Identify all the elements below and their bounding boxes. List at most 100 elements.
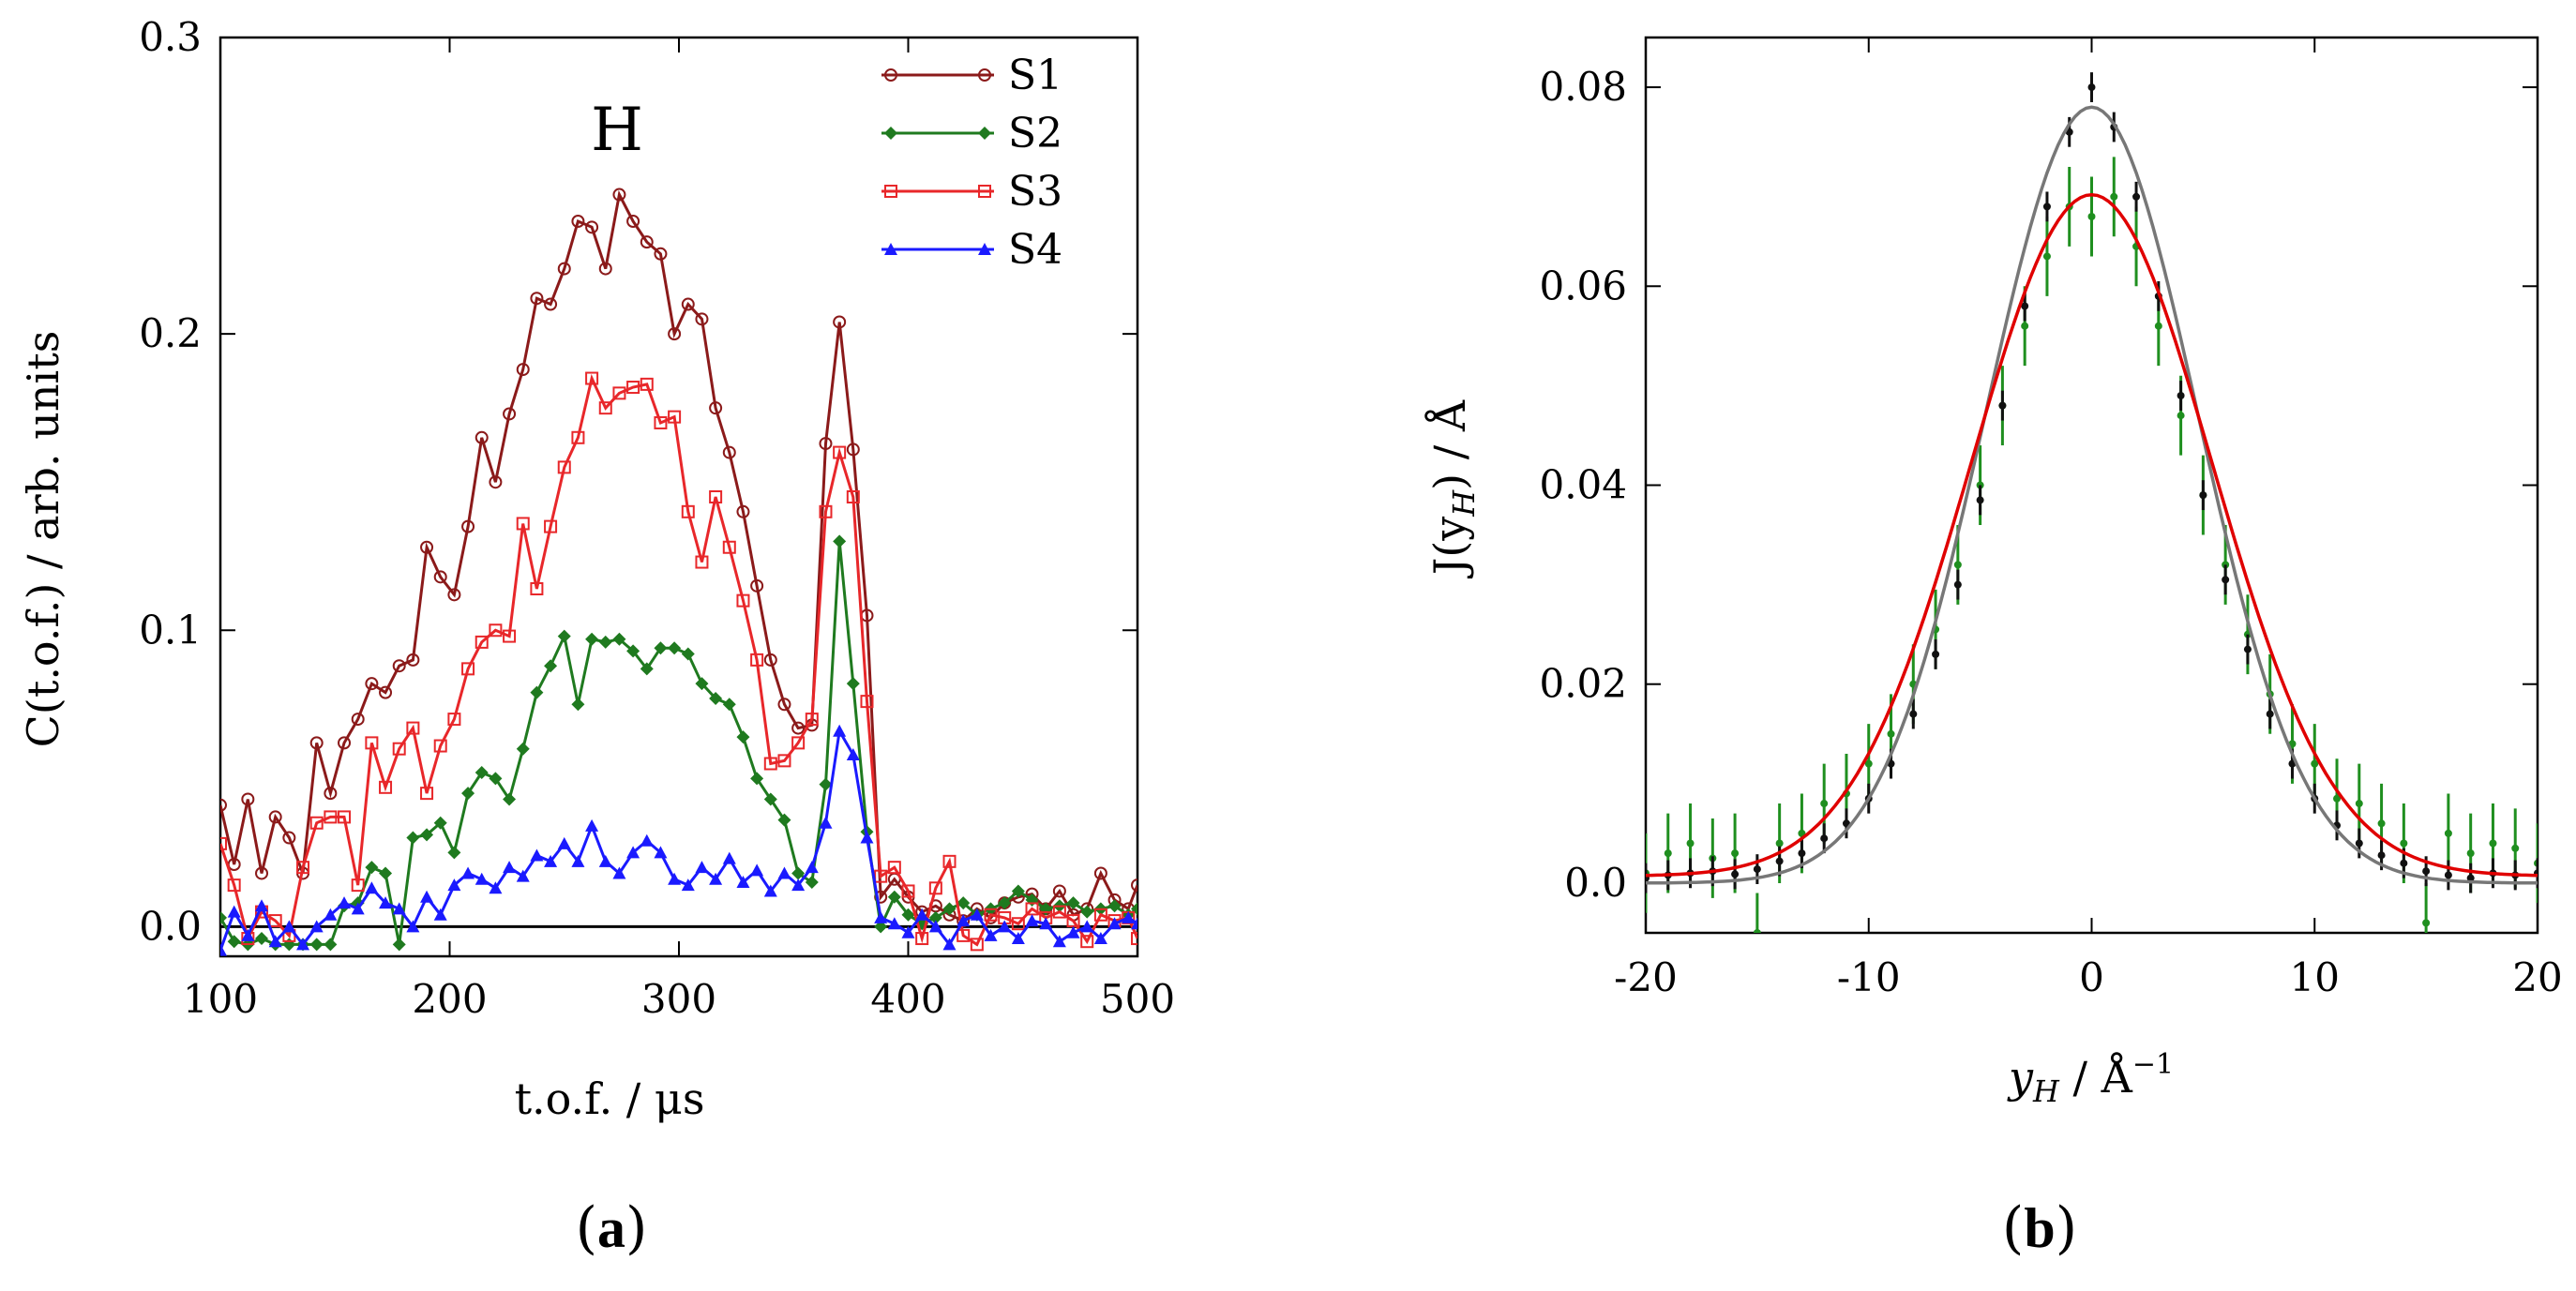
series-s2-point	[819, 777, 833, 791]
series-s4-point	[681, 878, 695, 892]
fit-black-curve	[1646, 105, 2538, 885]
series-s2-point	[612, 632, 626, 646]
series-s1-point	[709, 401, 723, 415]
series-s3-point	[860, 695, 874, 709]
data-black-point	[2422, 867, 2431, 876]
series-s1-point	[598, 262, 612, 276]
data-black-point	[1731, 870, 1740, 878]
data-black-point	[1775, 857, 1784, 865]
series-s3-point	[957, 928, 971, 942]
series-s2-point	[901, 908, 915, 922]
series-s3-point	[695, 555, 709, 569]
data-black-point	[1909, 710, 1918, 718]
series-s1-point	[833, 315, 847, 329]
series-s4-point	[654, 846, 668, 859]
series-s1-point	[516, 363, 530, 377]
series-s3-point	[819, 504, 833, 518]
series-s4-point	[598, 854, 612, 867]
series-s1-point	[1131, 878, 1137, 893]
series-s3-point	[1011, 917, 1025, 931]
series-s4-point	[489, 881, 503, 894]
series-s3-point	[220, 836, 227, 850]
data-green-point	[2511, 844, 2520, 852]
chart-b-xtick-label: -20	[1614, 954, 1678, 1000]
data-green-point	[1731, 849, 1740, 858]
legend-s4-marker	[884, 243, 897, 255]
chart-a-legend: S1 S2 S3 S4	[881, 52, 1062, 274]
data-black-point	[2177, 392, 2185, 399]
series-s3-point	[640, 377, 654, 391]
series-s2-point	[763, 792, 777, 806]
series-s3-point	[1093, 908, 1107, 922]
series-s3-point	[530, 582, 544, 595]
series-s4-point	[255, 899, 269, 912]
data-black-point	[2132, 192, 2141, 201]
series-s3-point	[901, 884, 915, 898]
data-green-point	[1864, 759, 1873, 768]
series-s2-point	[324, 938, 338, 952]
series-s3-point	[626, 381, 640, 395]
data-green-point	[2154, 322, 2162, 330]
series-s3-point	[887, 861, 901, 875]
chart-b-ytick-label: 0.08	[1539, 64, 1627, 110]
data-green-point	[2377, 819, 2386, 828]
series-s3-point	[447, 713, 461, 727]
series-s2-point	[406, 831, 420, 845]
series-s2-point	[998, 896, 1012, 910]
series-s2-point	[722, 698, 736, 712]
series-s2-point	[461, 787, 475, 801]
series-s2-point	[1107, 899, 1122, 913]
chart-a-annotation: H	[591, 96, 643, 165]
series-s3-point	[433, 739, 447, 753]
series-s4-point	[736, 875, 750, 888]
series-s1-point	[324, 787, 338, 801]
series-s2-point	[475, 766, 489, 779]
series-s4-point	[887, 917, 901, 930]
series-s3-point	[915, 932, 929, 946]
series-s4-point	[447, 878, 461, 892]
series-s3-point	[750, 653, 764, 667]
series-s4-point	[928, 920, 942, 933]
chart-b-ticks: -20 -10 0 10 20 0.0 0.02 0.04 0.06 0.08	[1539, 38, 2563, 1000]
data-green-point	[2444, 829, 2452, 837]
series-s2-point	[420, 828, 434, 842]
series-s4-point	[626, 846, 640, 859]
series-s2-point	[791, 866, 806, 880]
series-s4-point	[1131, 917, 1137, 930]
series-s3-point	[942, 854, 957, 868]
series-s3-point	[791, 736, 806, 750]
series-s1-point	[282, 831, 296, 845]
series-s1-point	[654, 247, 668, 261]
series-s3-point	[489, 623, 503, 638]
series-s3-point	[736, 593, 750, 608]
chart-a-series-group	[220, 188, 1137, 956]
series-s3-point	[475, 635, 489, 649]
series-s4-point	[1025, 914, 1039, 927]
chart-a-series	[220, 188, 1137, 956]
data-green-point	[2355, 800, 2363, 808]
series-s4-point	[1122, 910, 1136, 923]
series-s1-point	[268, 810, 282, 824]
series-s1-point	[433, 570, 447, 584]
series-s2-point	[681, 647, 695, 661]
series-s2-point	[750, 772, 764, 786]
chart-a-xlabel: t.o.f. / μs	[515, 1073, 705, 1124]
chart-b-xtick-label: 20	[2512, 954, 2562, 1000]
series-s1-point	[530, 292, 544, 306]
series-s3-point	[309, 816, 324, 830]
series-s2-point	[1066, 896, 1080, 910]
chart-a-ytick-label: 0.1	[139, 607, 202, 653]
data-black-point	[2266, 710, 2274, 718]
data-black-point	[1820, 834, 1829, 843]
series-s3-point	[392, 742, 406, 756]
series-s2-point	[957, 896, 971, 910]
series-s1-point	[1052, 884, 1066, 898]
series-s1-point	[626, 215, 640, 228]
chart-a-ylabel: C(t.o.f.) / arb. units	[18, 331, 68, 748]
series-s3-point	[585, 371, 599, 385]
series-s2-point	[736, 730, 750, 744]
series-s4-point	[860, 831, 874, 844]
series-s1-point	[846, 443, 860, 457]
chart-b-ylabel: J(yH) / Å	[1424, 399, 1482, 578]
series-s4-point	[585, 818, 599, 832]
